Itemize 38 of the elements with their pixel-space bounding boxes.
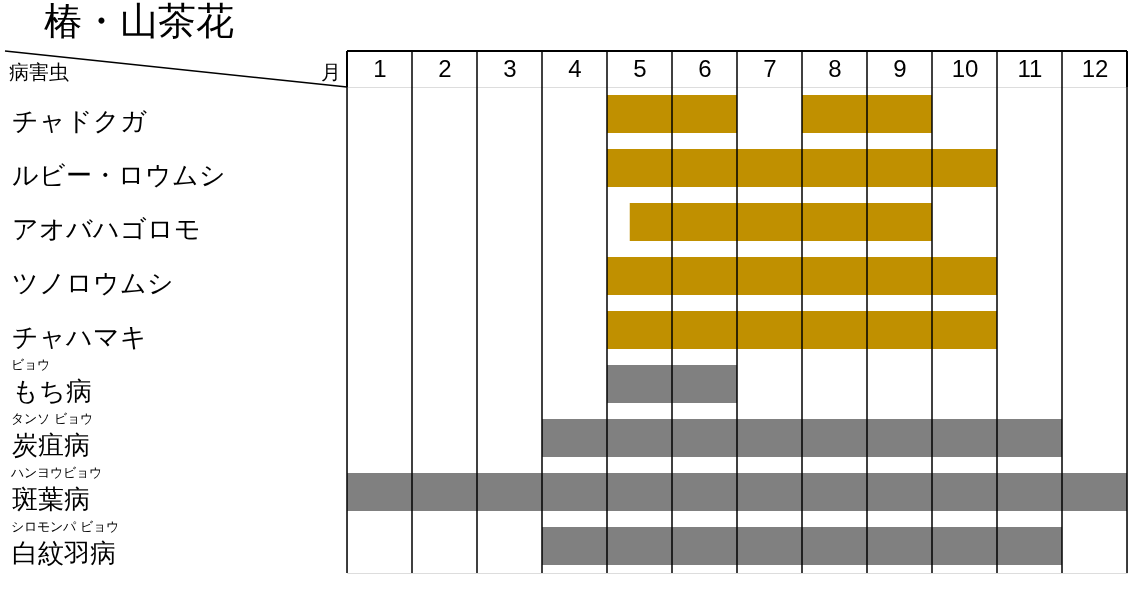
x-tick-label: 11 [1017, 54, 1043, 82]
y-tick-label: 炭疽病 [11, 430, 90, 460]
x-tick-label: 10 [951, 54, 979, 82]
x-tick-label: 5 [633, 54, 647, 82]
x-tick-label: 9 [893, 54, 907, 82]
y-tick-label: チャドクガ [11, 106, 147, 136]
text: タンソ ビョウ [11, 411, 93, 426]
bar [629, 203, 932, 241]
bar [347, 473, 1127, 511]
x-tick-label: 6 [698, 54, 712, 82]
x-axis-title: 月 [321, 61, 341, 83]
bar [607, 311, 997, 349]
y-tick-label: アオバハゴロモ [11, 214, 201, 244]
bar [542, 419, 1062, 457]
bar [802, 95, 932, 133]
text: ビョウ [11, 357, 50, 372]
y-tick-label: ルビー・ロウムシ [11, 160, 226, 190]
x-tick-label: 12 [1081, 54, 1109, 82]
y-tick-label: もち病 [11, 376, 92, 406]
x-tick-label: 2 [438, 54, 452, 82]
x-tick-label: 1 [373, 54, 387, 82]
bar [607, 149, 997, 187]
y-axis-title: 病害虫 [9, 61, 69, 83]
x-tick-label: 8 [828, 54, 842, 82]
bar [542, 527, 1062, 565]
chart-title: 椿・山茶花 [44, 0, 235, 42]
bar [607, 365, 737, 403]
y-tick-label: ツノロウムシ [11, 268, 174, 298]
bar [607, 95, 737, 133]
y-tick-label: 白紋羽病 [11, 538, 116, 568]
text: ハンヨウビョウ [10, 465, 102, 480]
x-tick-label: 7 [763, 54, 777, 82]
x-tick-label: 3 [503, 54, 517, 82]
bar [607, 257, 997, 295]
y-tick-label: チャハマキ [11, 322, 147, 352]
text: シロモンパ ビョウ [11, 519, 119, 534]
x-tick-label: 4 [568, 54, 582, 82]
y-tick-label: 斑葉病 [11, 484, 90, 514]
